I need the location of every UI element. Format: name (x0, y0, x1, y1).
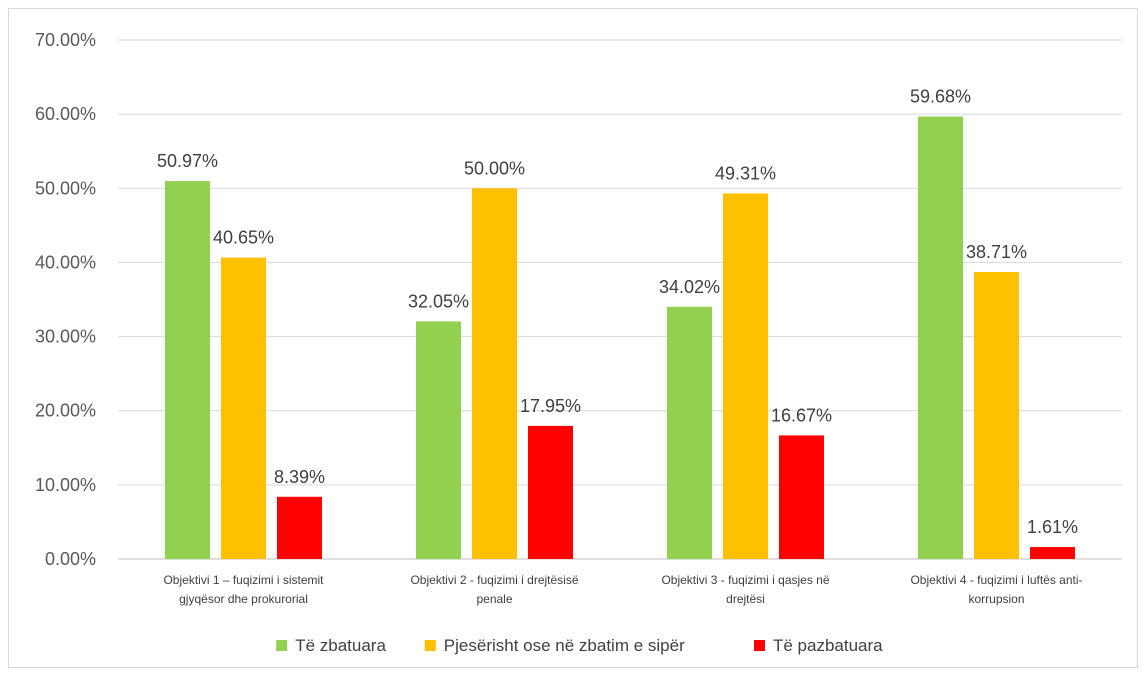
x-tick-label: Objektivi 1 – fuqizimi i sistemit (163, 573, 324, 587)
data-label: 8.39% (274, 467, 325, 487)
bar (472, 188, 517, 560)
data-label: 40.65% (213, 228, 274, 248)
x-tick-label: korrupsion (968, 592, 1024, 606)
bars (165, 116, 1075, 560)
x-tick-label: Objektivi 3 - fuqizimi i qasjes në (661, 573, 829, 587)
legend-swatch (754, 640, 765, 651)
bar (723, 193, 768, 560)
legend-label: Pjesërisht ose në zbatim e sipër (444, 636, 685, 655)
y-tick-label: 0.00% (45, 549, 96, 569)
bar (277, 496, 322, 559)
x-tick-label: penale (476, 592, 512, 606)
bar (416, 321, 461, 559)
data-label: 50.97% (157, 151, 218, 171)
data-label: 16.67% (771, 405, 832, 425)
bar (974, 271, 1019, 559)
legend-label: Të pazbatuara (773, 636, 883, 655)
data-label: 38.71% (966, 242, 1027, 262)
data-label: 32.05% (408, 291, 469, 311)
x-axis: Objektivi 1 – fuqizimi i sistemit gjyqëso… (163, 573, 1082, 606)
bar (1030, 547, 1075, 559)
x-tick-label: Objektivi 4 - fuqizimi i luftës anti- (910, 573, 1082, 587)
legend-swatch (424, 640, 436, 651)
y-tick-label: 60.00% (35, 104, 96, 124)
y-tick-label: 40.00% (35, 252, 96, 272)
bar (667, 306, 712, 559)
data-label: 1.61% (1027, 517, 1078, 537)
data-label: 59.68% (910, 87, 971, 107)
y-tick-label: 50.00% (35, 178, 96, 198)
x-tick-label: gjyqësor dhe prokurorial (179, 592, 308, 606)
legend-swatch (276, 640, 288, 651)
gridlines (118, 39, 1122, 560)
legend-label: Të zbatuara (295, 636, 386, 655)
y-tick-label: 30.00% (35, 327, 96, 347)
y-axis: 0.00% 10.00% 20.00% 30.00% 40.00% 50.00% 60.00… (35, 30, 96, 569)
data-labels: 50.97% 40.65% 8.39% 32.05% 50.00% 17.95% 34.02… (157, 87, 1078, 538)
bar (918, 116, 963, 559)
bar (528, 425, 573, 559)
y-tick-label: 20.00% (35, 401, 96, 421)
y-tick-label: 10.00% (35, 475, 96, 495)
legend: Të zbatuara Pjesërisht ose në zbatim e si… (276, 636, 883, 655)
bar (165, 181, 210, 559)
data-label: 49.31% (715, 163, 776, 183)
bar (779, 435, 824, 559)
x-tick-label: drejtësi (726, 592, 765, 606)
data-label: 50.00% (464, 158, 525, 178)
data-label: 17.95% (520, 396, 581, 416)
bar (221, 257, 266, 559)
data-label: 34.02% (659, 277, 720, 297)
x-tick-label: Objektivi 2 - fuqizimi i drejtësisë (410, 573, 578, 587)
y-tick-label: 70.00% (35, 30, 96, 50)
